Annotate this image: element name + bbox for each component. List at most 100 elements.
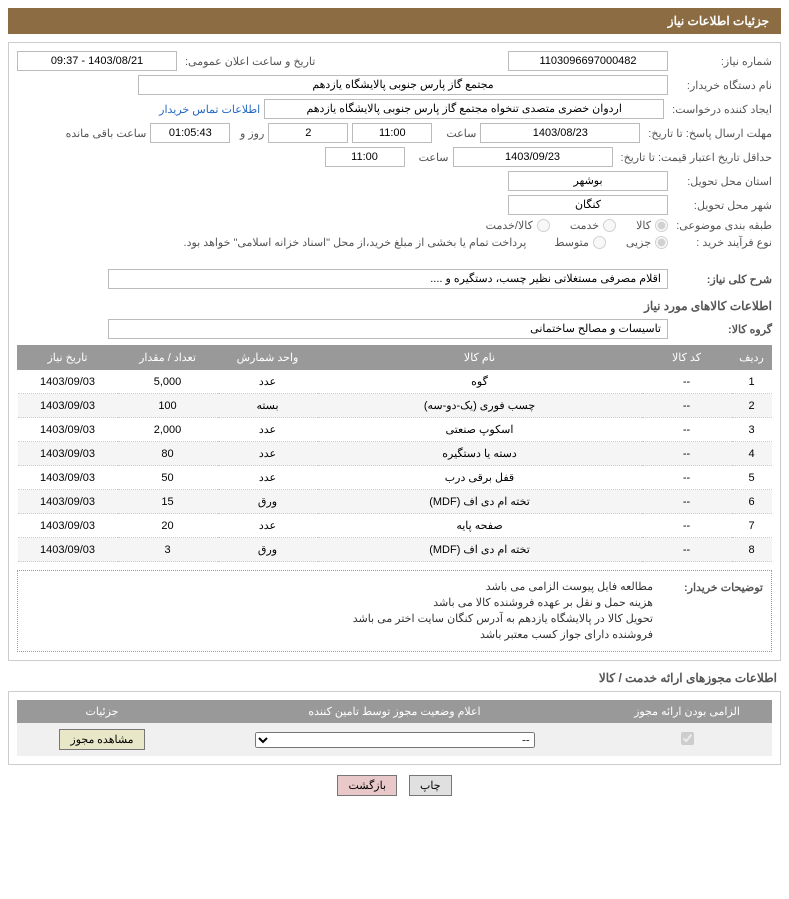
cell-date: 1403/09/03 [18, 538, 118, 562]
overall-field: اقلام مصرفی مستغلاتی نظیر چسب، دستگیره و… [108, 269, 668, 289]
deadline-date-field: 1403/08/23 [480, 123, 640, 143]
cell-qty: 100 [118, 394, 218, 418]
note-line3: تحویل کالا در پالایشگاه یازدهم به آدرس ک… [353, 611, 653, 627]
buyer-org-label: نام دستگاه خریدار: [672, 79, 772, 92]
cell-qty: 15 [118, 490, 218, 514]
proc2-label: متوسط [554, 236, 589, 249]
cat2-label: خدمت [570, 219, 599, 232]
contact-link[interactable]: اطلاعات تماس خریدار [159, 103, 260, 116]
proc-medium-radio[interactable]: متوسط [554, 236, 606, 249]
cell-unit: عدد [218, 418, 318, 442]
cell-code: -- [642, 538, 732, 562]
cell-name: قفل برقی درب [318, 466, 642, 490]
category-label: طبقه بندی موضوعی: [672, 219, 772, 232]
cell-r: 3 [732, 418, 772, 442]
items-table: ردیف کد کالا نام کالا واحد شمارش تعداد /… [17, 345, 772, 562]
group-field: تاسیسات و مصالح ساختمانی [108, 319, 668, 339]
cell-unit: عدد [218, 514, 318, 538]
cell-date: 1403/09/03 [18, 370, 118, 394]
cell-code: -- [642, 442, 732, 466]
cell-date: 1403/09/03 [18, 418, 118, 442]
remaining-field: 01:05:43 [150, 123, 230, 143]
cell-name: صفحه پایه [318, 514, 642, 538]
cell-r: 7 [732, 514, 772, 538]
remaining-label: ساعت باقی مانده [62, 127, 147, 140]
cell-r: 8 [732, 538, 772, 562]
cat-both-radio[interactable]: کالا/خدمت [486, 219, 550, 232]
buyer-notes-label: توضیحات خریدار: [653, 579, 763, 643]
cell-r: 2 [732, 394, 772, 418]
cell-code: -- [642, 490, 732, 514]
cell-date: 1403/09/03 [18, 394, 118, 418]
license-title: اطلاعات مجوزهای ارائه خدمت / کالا [8, 671, 781, 685]
need-number-field: 1103096697000482 [508, 51, 668, 71]
deadline-time-field: 11:00 [352, 123, 432, 143]
cell-date: 1403/09/03 [18, 466, 118, 490]
cell-qty: 80 [118, 442, 218, 466]
buyer-notes-box: توضیحات خریدار: مطالعه فایل پیوست الزامی… [17, 570, 772, 652]
status-cell: -- [187, 723, 602, 756]
cell-unit: ورق [218, 490, 318, 514]
info-section: شماره نیاز: 1103096697000482 تاریخ و ساع… [8, 42, 781, 661]
announce-date-label: تاریخ و ساعت اعلان عمومی: [181, 55, 315, 68]
deadline-label: مهلت ارسال پاسخ: تا تاریخ: [644, 127, 772, 140]
time-label-1: ساعت [436, 127, 476, 140]
cell-unit: عدد [218, 370, 318, 394]
footer-buttons: چاپ بازگشت [8, 775, 781, 796]
cell-r: 5 [732, 466, 772, 490]
cell-name: اسکوپ صنعتی [318, 418, 642, 442]
proc-minor-radio[interactable]: جزیی [626, 236, 668, 249]
time-label-2: ساعت [409, 151, 449, 164]
cat-service-radio[interactable]: خدمت [570, 219, 616, 232]
page-title: جزئیات اطلاعات نیاز [8, 8, 781, 34]
cat-good-radio[interactable]: کالا [636, 219, 668, 232]
table-row: 1--گوهعدد5,0001403/09/03 [18, 370, 772, 394]
note-line2: هزینه حمل و نقل بر عهده فروشنده کالا می … [353, 595, 653, 611]
license-table: الزامی بودن ارائه مجوز اعلام وضعیت مجوز … [17, 700, 772, 756]
days-field: 2 [268, 123, 348, 143]
license-section: الزامی بودن ارائه مجوز اعلام وضعیت مجوز … [8, 691, 781, 765]
th-mandatory: الزامی بودن ارائه مجوز [602, 700, 772, 723]
days-label: روز و [234, 127, 264, 140]
th-code: کد کالا [642, 346, 732, 370]
cat1-label: کالا [636, 219, 651, 232]
province-label: استان محل تحویل: [672, 175, 772, 188]
process-note: پرداخت تمام یا بخشی از مبلغ خرید،از محل … [184, 236, 535, 249]
back-button[interactable]: بازگشت [337, 775, 397, 796]
need-number-label: شماره نیاز: [672, 55, 772, 68]
cat3-label: کالا/خدمت [486, 219, 533, 232]
announce-date-field: 1403/08/21 - 09:37 [17, 51, 177, 71]
process-label: نوع فرآیند خرید : [672, 236, 772, 249]
cell-unit: ورق [218, 538, 318, 562]
table-row: 7--صفحه پایهعدد201403/09/03 [18, 514, 772, 538]
cell-r: 6 [732, 490, 772, 514]
city-field: کنگان [508, 195, 668, 215]
th-qty: تعداد / مقدار [118, 346, 218, 370]
cell-code: -- [642, 418, 732, 442]
cell-name: چسب فوری (یک-دو-سه) [318, 394, 642, 418]
cell-date: 1403/09/03 [18, 442, 118, 466]
mandatory-checkbox [681, 732, 694, 745]
th-details: جزئیات [17, 700, 187, 723]
status-select[interactable]: -- [255, 732, 535, 748]
buyer-notes-text: مطالعه فایل پیوست الزامی می باشد هزینه ح… [353, 579, 653, 643]
cell-unit: بسته [218, 394, 318, 418]
cell-unit: عدد [218, 442, 318, 466]
cell-name: گوه [318, 370, 642, 394]
cell-date: 1403/09/03 [18, 514, 118, 538]
validity-date-field: 1403/09/23 [453, 147, 613, 167]
cell-date: 1403/09/03 [18, 490, 118, 514]
requester-label: ایجاد کننده درخواست: [668, 103, 772, 116]
note-line4: فروشنده دارای جواز کسب معتبر باشد [353, 627, 653, 643]
th-status: اعلام وضعیت مجوز توسط تامین کننده [187, 700, 602, 723]
note-line1: مطالعه فایل پیوست الزامی می باشد [353, 579, 653, 595]
print-button[interactable]: چاپ [409, 775, 452, 796]
validity-time-field: 11:00 [325, 147, 405, 167]
validity-label: حداقل تاریخ اعتبار قیمت: تا تاریخ: [617, 151, 772, 164]
cell-code: -- [642, 466, 732, 490]
cell-qty: 20 [118, 514, 218, 538]
cell-r: 1 [732, 370, 772, 394]
th-date: تاریخ نیاز [18, 346, 118, 370]
view-license-button[interactable]: مشاهده مجوز [59, 729, 144, 750]
cell-name: دسته یا دستگیره [318, 442, 642, 466]
